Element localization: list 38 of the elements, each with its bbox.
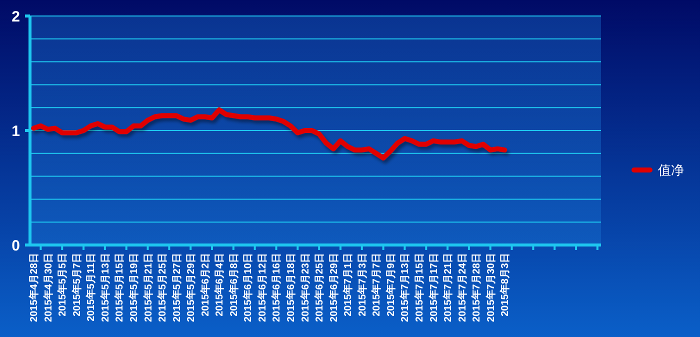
- x-tick-label: 2015年5月25日: [156, 253, 169, 322]
- x-tick-label: 2015年6月23日: [299, 253, 312, 322]
- x-tick-label: 2015年7月3日: [356, 253, 368, 316]
- x-tick-label: 2015年7月1日: [342, 253, 354, 316]
- x-tick-label: 2015年7月7日: [370, 253, 383, 316]
- x-tick-label: 2015年7月9日: [384, 253, 397, 316]
- x-tick-label: 2015年5月21日: [142, 253, 154, 322]
- x-tick-label: 2015年4月30日: [42, 253, 54, 322]
- x-tick-label: 2015年7月15日: [413, 253, 426, 322]
- x-tick-label: 2015年6月18日: [285, 253, 298, 322]
- y-tick-label: 2: [12, 8, 20, 26]
- x-tick-label: 2015年7月17日: [428, 253, 440, 322]
- x-tick-label: 2015年6月16日: [270, 253, 283, 322]
- x-tick-label: 2015年7月13日: [399, 253, 412, 322]
- x-tick-label: 2015年6月10日: [242, 253, 254, 322]
- x-tick-label: 2015年5月29日: [185, 253, 198, 322]
- x-tick-label: 2015年5月7日: [70, 253, 83, 316]
- x-tick-label: 2015年5月13日: [99, 253, 112, 322]
- x-tick-label: 2015年5月15日: [114, 253, 126, 322]
- x-tick-label: 2015年6月25日: [314, 253, 326, 322]
- x-tick-label: 2015年5月11日: [85, 253, 98, 322]
- x-tick-label: 2015年5月5日: [56, 253, 69, 316]
- x-tick-label: 2015年7月24日: [456, 253, 468, 322]
- x-tick-label: 2015年5月27日: [170, 253, 183, 322]
- x-tick-label: 2015年7月30日: [484, 253, 497, 322]
- x-tick-label: 2015年6月29日: [328, 253, 340, 322]
- x-tick-label: 2015年6月12日: [256, 253, 268, 322]
- legend-label: 值净: [658, 162, 684, 178]
- x-tick-label: 2015年6月2日: [199, 253, 212, 316]
- x-tick-label: 2015年7月21日: [442, 253, 454, 322]
- x-tick-label: 2015年5月19日: [128, 253, 140, 322]
- x-tick-label: 2015年7月28日: [470, 253, 483, 322]
- x-tick-label: 2015年6月8日: [228, 253, 240, 316]
- x-tick-label: 2015年8月3日: [499, 253, 512, 316]
- x-tick-label: 2015年6月4日: [214, 253, 226, 316]
- y-tick-label: 1: [12, 122, 20, 140]
- y-tick-label: 0: [12, 237, 20, 254]
- x-tick-label: 2015年4月28日: [28, 253, 40, 322]
